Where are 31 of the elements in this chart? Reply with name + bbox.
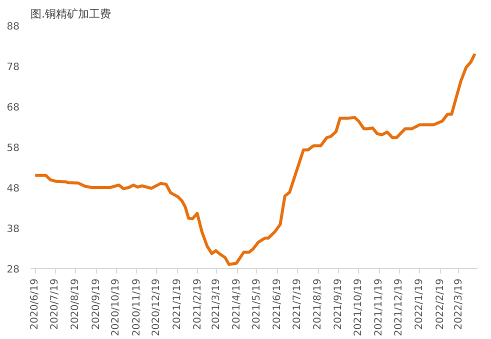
- x-tick-label: 2020/7/19: [50, 278, 61, 330]
- y-tick-label: 28: [6, 264, 20, 276]
- x-tick-label: 2021/7/19: [292, 278, 304, 330]
- x-tick-label: 2021/9/19: [333, 278, 344, 330]
- x-tick-label: 2021/8/19: [312, 278, 324, 330]
- y-tick-label: 68: [6, 102, 20, 114]
- x-tick-label: 2021/3/19: [210, 278, 222, 330]
- y-tick-label: 48: [6, 184, 20, 194]
- x-tick-label: 2021/11/19: [374, 278, 385, 336]
- x-tick-label: 2022/2/19: [434, 278, 446, 330]
- x-tick-label: 2021/5/19: [251, 278, 262, 330]
- x-tick-label: 2020/6/19: [30, 278, 41, 330]
- x-tick-label: 2020/10/19: [110, 278, 122, 336]
- line-series: [34, 52, 476, 266]
- x-tick-label: 2020/11/19: [131, 278, 142, 336]
- y-tick-label: 58: [6, 143, 20, 154]
- x-tick-label: 2020/9/19: [90, 278, 102, 330]
- chart-title: 图.铜精矿加工费: [30, 8, 111, 20]
- y-tick-label: 88: [6, 22, 20, 32]
- x-tick-label: 2021/12/19: [394, 278, 405, 336]
- y-tick-label: 78: [6, 62, 20, 73]
- y-tick-label: 38: [6, 224, 20, 235]
- x-tick-label: 2020/12/19: [151, 278, 162, 336]
- x-tick-label: 2022/3/19: [453, 278, 464, 330]
- x-tick-label: 2021/6/19: [272, 278, 284, 330]
- x-tick-label: 2021/10/19: [353, 278, 364, 336]
- x-tick-label: 2021/2/19: [192, 278, 204, 330]
- x-tick-label: 2021/1/19: [172, 278, 183, 330]
- x-tick-label: 2020/8/19: [70, 278, 82, 330]
- x-tick-label: 2021/4/19: [232, 278, 243, 330]
- x-tick-label: 2022/1/19: [414, 278, 426, 330]
